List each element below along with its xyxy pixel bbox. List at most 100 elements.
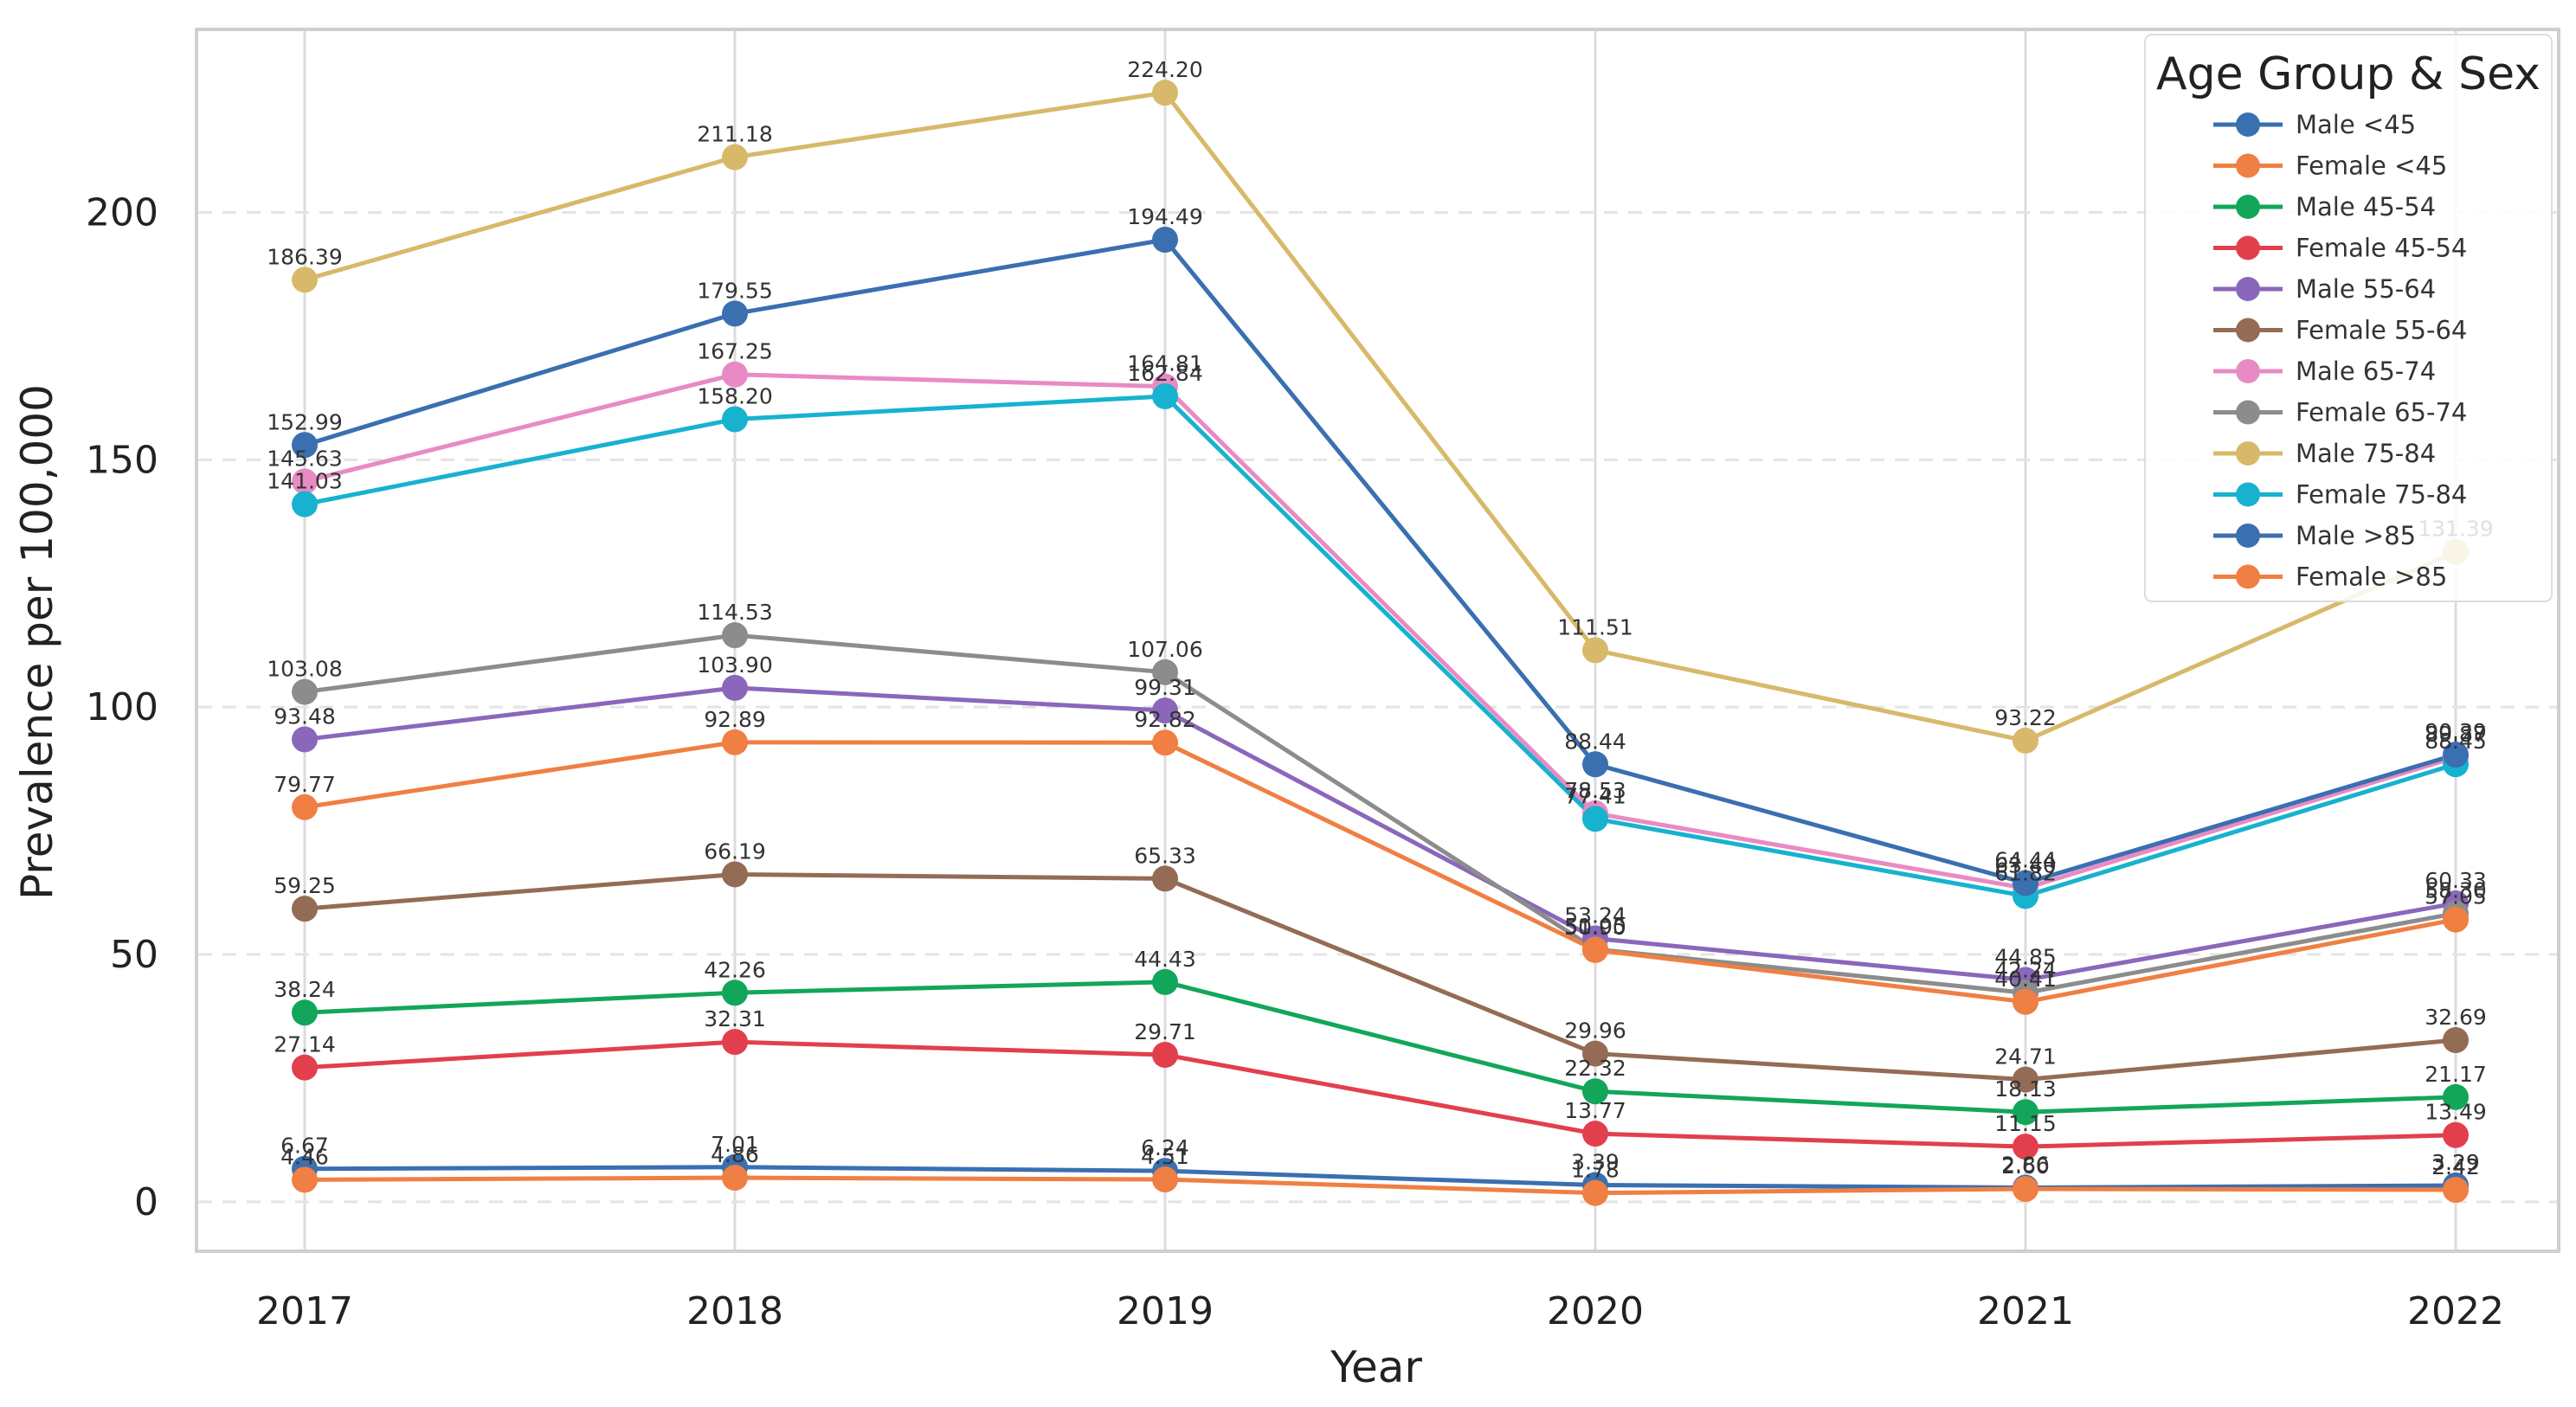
data-point [1152,968,1178,995]
series-line [304,237,2457,885]
data-point [1582,1078,1608,1105]
data-point [2443,1121,2469,1148]
data-point [1152,227,1178,254]
data-label: 4.86 [711,1142,759,1167]
data-label: 77.41 [1564,783,1626,808]
x-tick-label: 2017 [256,1289,353,1333]
y-tick-label: 100 [86,685,158,729]
legend-label: Female <45 [2296,151,2447,181]
data-point [722,729,748,755]
data-label: 167.25 [697,339,772,364]
axis-ticks: 2017 2018 2019 2020 2021 2022 0 50 100 150 200 [86,191,2504,1333]
legend-marker [2236,359,2260,383]
data-label: 44.43 [1134,947,1196,972]
data-point [292,896,318,922]
data-point [2012,1175,2038,1202]
data-point [1152,1166,1178,1193]
legend-marker [2236,400,2260,425]
legend-label: Female 55-64 [2296,316,2467,345]
series-line [304,685,2457,982]
data-label: 65.33 [1134,843,1196,868]
data-point [292,678,318,705]
data-point [2012,870,2038,896]
data-label: 152.99 [267,409,342,434]
legend-label: Male >85 [2296,521,2416,550]
data-point [292,267,318,293]
data-label: 141.03 [267,469,342,494]
series-line [304,90,2457,743]
data-point [2012,1099,2038,1126]
legend-label: Female 65-74 [2296,398,2467,427]
data-label: 103.08 [267,657,342,682]
x-tick-label: 2022 [2407,1289,2504,1333]
data-label: 92.89 [704,707,766,732]
data-label: 57.05 [2425,884,2487,909]
data-point [2012,727,2038,754]
data-label: 27.14 [274,1032,336,1057]
data-label: 99.31 [1134,675,1196,700]
data-point [1582,637,1608,664]
series-line [304,740,2457,1005]
data-label: 103.90 [697,652,772,678]
legend-marker [2236,235,2260,260]
data-label: 42.24 [1994,957,2057,982]
data-point [292,999,318,1026]
data-label: 11.15 [1994,1111,2057,1136]
data-label: 58.30 [2425,878,2487,903]
data-label: 24.71 [1994,1044,2057,1070]
data-point [1152,865,1178,892]
data-label: 79.77 [274,772,336,797]
data-label: 59.25 [274,873,336,898]
legend-label: Female 45-54 [2296,234,2467,263]
data-label: 3.29 [2431,1150,2480,1175]
data-label: 164.81 [1127,351,1202,376]
series-line [304,1175,2457,1196]
data-point [1582,936,1608,963]
data-point [292,432,318,459]
y-tick-label: 0 [134,1180,158,1224]
data-label: 224.20 [1127,57,1202,82]
data-label: 78.53 [1564,778,1626,803]
data-label: 22.32 [1564,1056,1626,1081]
data-label: 44.85 [1994,944,2057,969]
legend-marker [2236,441,2260,466]
data-point [292,1054,318,1081]
data-label: 64.44 [1994,847,2057,872]
data-label: 13.77 [1564,1098,1626,1123]
data-point [1152,382,1178,409]
legend-marker [2236,482,2260,507]
data-point [722,1029,748,1056]
legend-marker [2236,153,2260,178]
x-tick-label: 2019 [1117,1289,1214,1333]
data-point [722,300,748,327]
data-label: 93.22 [1994,705,2057,730]
data-point [1582,751,1608,778]
data-point [722,861,748,888]
series-line [304,871,2457,1083]
legend-items: Male <45 Female <45 Male 45-54 Female 45-54… [2213,110,2467,592]
data-point [2443,1026,2469,1053]
data-label: 162.84 [1127,361,1202,386]
data-point [722,144,748,170]
y-axis-title: Prevalence per 100,000 [12,384,62,900]
data-label: 89.87 [2425,722,2487,747]
series-line [304,1039,2457,1149]
series-layer [292,80,2469,1206]
data-label: 66.19 [704,838,766,864]
data-label: 145.63 [267,446,342,471]
data-point [1152,729,1178,756]
legend-label: Female 75-84 [2296,480,2467,510]
data-label: 211.18 [697,122,772,147]
data-label: 29.71 [1134,1019,1196,1044]
data-label: 7.01 [711,1132,759,1157]
data-label: 42.26 [704,957,766,982]
legend-label: Male 55-64 [2296,274,2436,304]
data-label: 3.39 [1571,1149,1620,1174]
legend-label: Male 65-74 [2296,357,2436,386]
y-tick-label: 50 [110,933,158,977]
data-label: 2.86 [2001,1152,2050,1177]
data-label: 21.17 [2425,1062,2487,1087]
data-point [292,468,318,495]
data-label: 4.46 [280,1144,329,1169]
data-point [2443,1176,2469,1203]
